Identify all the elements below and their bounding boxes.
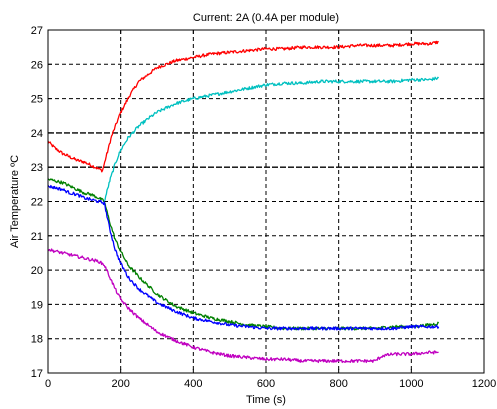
x-axis-ticks: 0 200 400 600 800 1000 1200	[45, 30, 496, 390]
y-tick-label: 25	[31, 94, 43, 106]
series-line-5	[47, 248, 439, 364]
y-tick-label: 20	[31, 265, 43, 277]
grid	[48, 30, 484, 373]
y-tick-label: 27	[31, 25, 43, 37]
y-tick-label: 18	[31, 334, 43, 346]
y-tick-label: 17	[31, 368, 43, 380]
y-tick-label: 24	[31, 128, 43, 140]
x-tick-label: 800	[329, 378, 347, 390]
chart-title: Current: 2A (0.4A per module)	[193, 12, 339, 24]
y-tick-label: 21	[31, 231, 43, 243]
x-tick-label: 200	[111, 378, 129, 390]
y-tick-label: 23	[31, 162, 43, 174]
x-tick-label: 400	[184, 378, 202, 390]
y-axis-label: Air Temperature ºC	[9, 155, 21, 248]
series-line-4	[47, 184, 440, 331]
x-tick-label: 1200	[472, 378, 496, 390]
x-tick-label: 0	[45, 378, 51, 390]
y-tick-label: 22	[31, 197, 43, 209]
series-line-2	[103, 76, 440, 202]
y-tick-label: 26	[31, 59, 43, 71]
y-axis-ticks: 17 18 19 20 21 22 23 24 25 26 27	[31, 25, 484, 380]
x-tick-label: 1000	[399, 378, 423, 390]
series-line-1	[47, 40, 439, 173]
x-tick-label: 600	[257, 378, 275, 390]
y-tick-label: 19	[31, 299, 43, 311]
x-axis-label: Time (s)	[246, 394, 286, 406]
series-layer	[47, 40, 440, 364]
